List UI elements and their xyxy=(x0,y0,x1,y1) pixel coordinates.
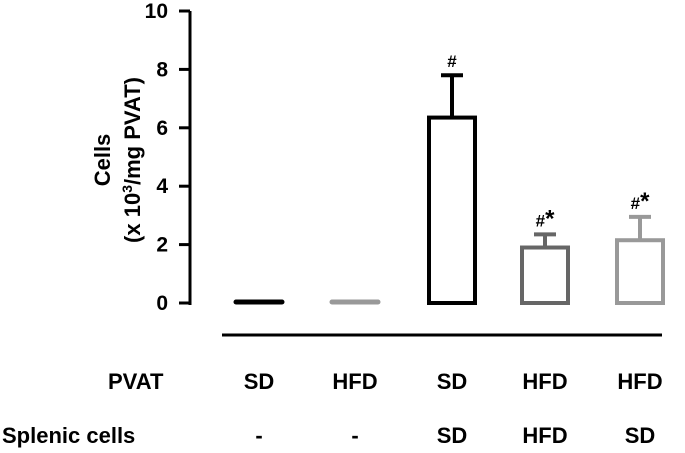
row-label-pvat: PVAT xyxy=(108,369,164,394)
y-axis-ticks: 0 2 4 6 8 10 xyxy=(145,0,190,315)
category-pvat-1: HFD xyxy=(332,369,377,394)
significance-label-3: #* xyxy=(536,205,555,232)
category-splenic-1: - xyxy=(351,423,358,448)
category-splenic-2: SD xyxy=(437,423,468,448)
category-labels: SD HFD SD HFD HFD - - SD HFD SD xyxy=(244,369,663,448)
category-pvat-4: HFD xyxy=(617,369,662,394)
category-pvat-3: HFD xyxy=(522,369,567,394)
y-axis-label: Cells (x 103/mg PVAT) xyxy=(90,77,145,243)
y-tick-label-2: 4 xyxy=(156,175,168,198)
category-splenic-0: - xyxy=(255,423,262,448)
significance-label-2: # xyxy=(447,52,457,71)
row-label-splenic-cells: Splenic cells xyxy=(2,423,135,448)
y-axis-label-sup: 3 xyxy=(119,185,135,193)
significance-label-4: #* xyxy=(631,188,650,215)
y-tick-label-5: 10 xyxy=(145,0,168,23)
y-tick-label-1: 2 xyxy=(156,234,168,257)
y-tick-label-0: 0 xyxy=(156,292,168,315)
y-axis-label-line2: (x 103/mg PVAT) xyxy=(119,77,145,243)
bar-3 xyxy=(520,245,570,306)
y-axis-label-prefix: (x 10 xyxy=(120,193,145,243)
category-splenic-3: HFD xyxy=(522,423,567,448)
category-pvat-0: SD xyxy=(244,369,275,394)
category-pvat-2: SD xyxy=(437,369,468,394)
category-splenic-4: SD xyxy=(625,423,656,448)
y-tick-label-4: 8 xyxy=(156,58,168,81)
y-axis-label-suffix: /mg PVAT) xyxy=(120,77,145,185)
bar-2 xyxy=(427,115,477,305)
y-tick-label-3: 6 xyxy=(156,117,168,140)
bar-4 xyxy=(615,238,665,305)
bars: # #* #* xyxy=(233,52,665,306)
y-axis-label-line1: Cells xyxy=(90,134,115,187)
